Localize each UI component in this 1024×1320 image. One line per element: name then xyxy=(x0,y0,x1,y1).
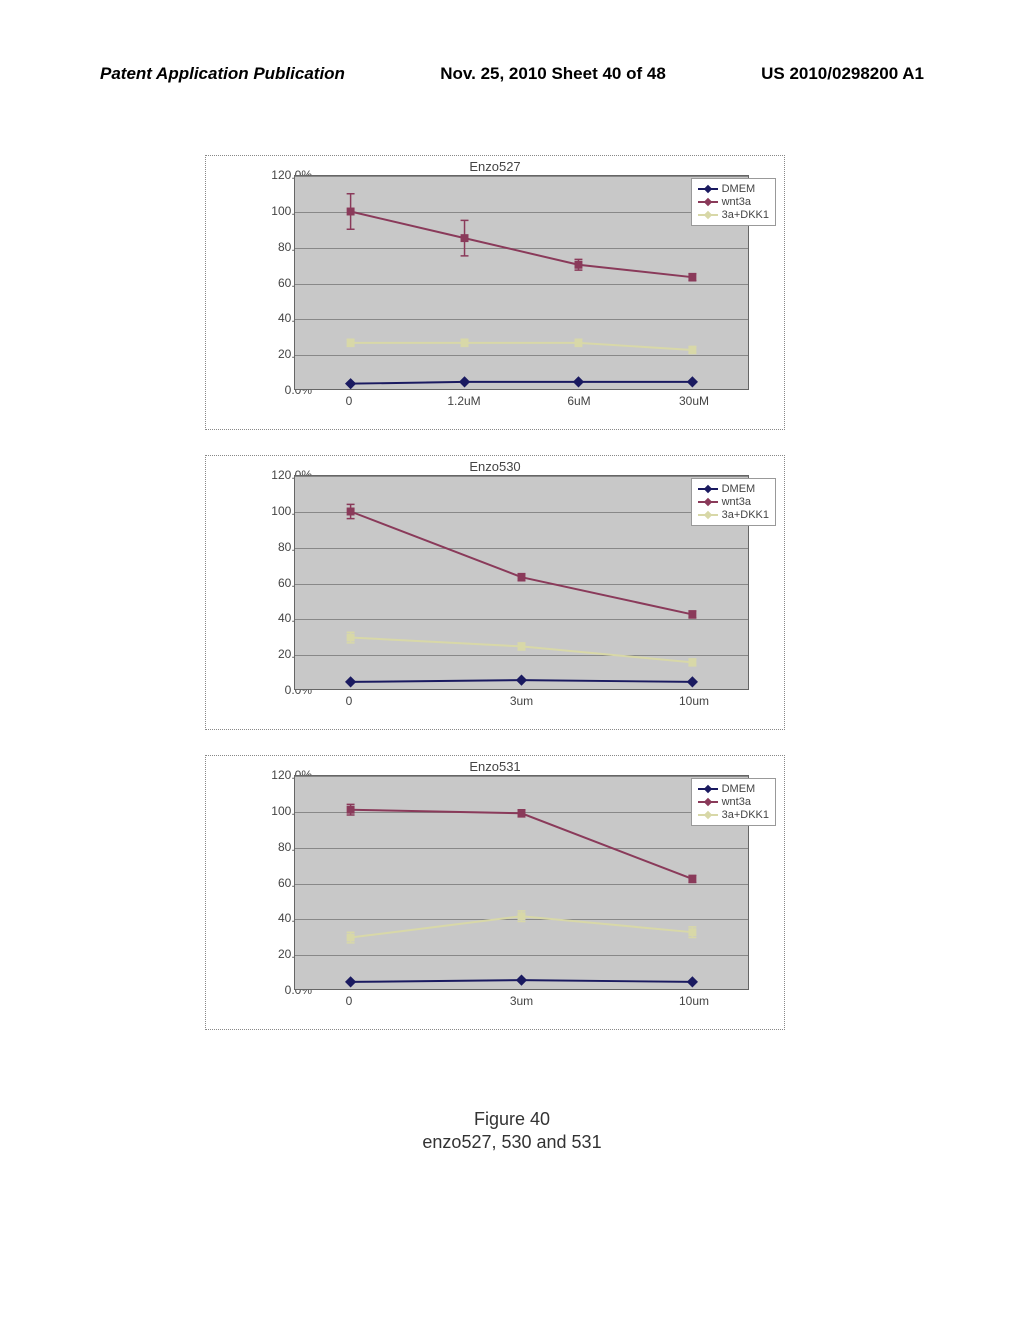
series-marker xyxy=(345,378,356,389)
legend-marker-icon xyxy=(698,798,718,806)
header-center: Nov. 25, 2010 Sheet 40 of 48 xyxy=(440,64,666,84)
series-line-3a+DKK1 xyxy=(351,343,693,350)
legend-marker-icon xyxy=(698,785,718,793)
legend-label: 3a+DKK1 xyxy=(722,209,769,221)
x-tick-label: 0 xyxy=(346,694,353,708)
series-marker xyxy=(688,346,696,354)
chart-2: Enzo5310.0%20.0%40.0%60.0%80.0%100.0%120… xyxy=(205,755,785,1030)
page-header: Patent Application Publication Nov. 25, … xyxy=(0,64,1024,84)
series-line-DMEM xyxy=(351,382,693,384)
x-tick-label: 0 xyxy=(346,994,353,1008)
series-marker xyxy=(347,934,355,942)
series-marker xyxy=(575,339,583,347)
legend-item: DMEM xyxy=(698,183,769,195)
legend-item: DMEM xyxy=(698,783,769,795)
legend-item: DMEM xyxy=(698,483,769,495)
legend-label: 3a+DKK1 xyxy=(722,509,769,521)
legend-label: wnt3a xyxy=(722,796,751,808)
series-marker xyxy=(518,573,526,581)
series-marker xyxy=(347,208,355,216)
chart-1: Enzo5300.0%20.0%40.0%60.0%80.0%100.0%120… xyxy=(205,455,785,730)
series-marker xyxy=(687,376,698,387)
chart-legend: DMEMwnt3a3a+DKK1 xyxy=(691,478,776,526)
legend-item: wnt3a xyxy=(698,496,769,508)
series-marker xyxy=(459,376,470,387)
chart-title: Enzo530 xyxy=(469,459,520,474)
legend-label: DMEM xyxy=(722,183,756,195)
legend-marker-icon xyxy=(698,185,718,193)
legend-label: wnt3a xyxy=(722,196,751,208)
series-line-wnt3a xyxy=(351,512,693,615)
series-marker xyxy=(688,273,696,281)
chart-series-svg xyxy=(295,476,748,689)
series-marker xyxy=(687,976,698,987)
series-marker xyxy=(345,976,356,987)
series-marker xyxy=(687,676,698,687)
series-line-wnt3a xyxy=(351,810,693,879)
series-marker xyxy=(688,610,696,618)
legend-item: wnt3a xyxy=(698,796,769,808)
series-marker xyxy=(573,376,584,387)
x-tick-label: 3um xyxy=(510,994,533,1008)
figure-caption: Figure 40 enzo527, 530 and 531 xyxy=(422,1108,601,1155)
legend-marker-icon xyxy=(698,198,718,206)
x-tick-label: 10um xyxy=(679,994,709,1008)
x-tick-label: 3um xyxy=(510,694,533,708)
series-marker xyxy=(518,809,526,817)
series-marker xyxy=(518,912,526,920)
legend-marker-icon xyxy=(698,811,718,819)
legend-marker-icon xyxy=(698,511,718,519)
legend-marker-icon xyxy=(698,498,718,506)
header-right: US 2010/0298200 A1 xyxy=(761,64,924,84)
series-marker xyxy=(347,806,355,814)
series-line-wnt3a xyxy=(351,212,693,278)
chart-legend: DMEMwnt3a3a+DKK1 xyxy=(691,178,776,226)
legend-item: wnt3a xyxy=(698,196,769,208)
plot-area xyxy=(294,775,749,990)
legend-label: 3a+DKK1 xyxy=(722,809,769,821)
series-marker xyxy=(461,234,469,242)
caption-line-1: Figure 40 xyxy=(422,1108,601,1131)
x-tick-label: 30uM xyxy=(679,394,709,408)
series-marker xyxy=(688,658,696,666)
caption-line-2: enzo527, 530 and 531 xyxy=(422,1131,601,1154)
x-tick-label: 1.2uM xyxy=(447,394,480,408)
legend-item: 3a+DKK1 xyxy=(698,509,769,521)
series-marker xyxy=(575,261,583,269)
series-marker xyxy=(688,928,696,936)
legend-marker-icon xyxy=(698,211,718,219)
chart-legend: DMEMwnt3a3a+DKK1 xyxy=(691,778,776,826)
chart-title: Enzo531 xyxy=(469,759,520,774)
legend-marker-icon xyxy=(698,485,718,493)
chart-title: Enzo527 xyxy=(469,159,520,174)
series-marker xyxy=(345,676,356,687)
legend-item: 3a+DKK1 xyxy=(698,209,769,221)
x-tick-label: 6uM xyxy=(567,394,590,408)
series-marker xyxy=(518,642,526,650)
series-marker xyxy=(516,975,527,986)
legend-label: wnt3a xyxy=(722,496,751,508)
x-tick-label: 10um xyxy=(679,694,709,708)
legend-label: DMEM xyxy=(722,783,756,795)
series-marker xyxy=(347,339,355,347)
chart-series-svg xyxy=(295,176,748,389)
legend-item: 3a+DKK1 xyxy=(698,809,769,821)
charts-container: Enzo5270.0%20.0%40.0%60.0%80.0%100.0%120… xyxy=(205,155,785,1055)
chart-0: Enzo5270.0%20.0%40.0%60.0%80.0%100.0%120… xyxy=(205,155,785,430)
x-tick-label: 0 xyxy=(346,394,353,408)
series-marker xyxy=(688,875,696,883)
series-marker xyxy=(347,508,355,516)
series-marker xyxy=(347,634,355,642)
plot-area xyxy=(294,475,749,690)
series-marker xyxy=(461,339,469,347)
header-left: Patent Application Publication xyxy=(100,64,345,84)
chart-series-svg xyxy=(295,776,748,989)
legend-label: DMEM xyxy=(722,483,756,495)
plot-area xyxy=(294,175,749,390)
series-marker xyxy=(516,675,527,686)
